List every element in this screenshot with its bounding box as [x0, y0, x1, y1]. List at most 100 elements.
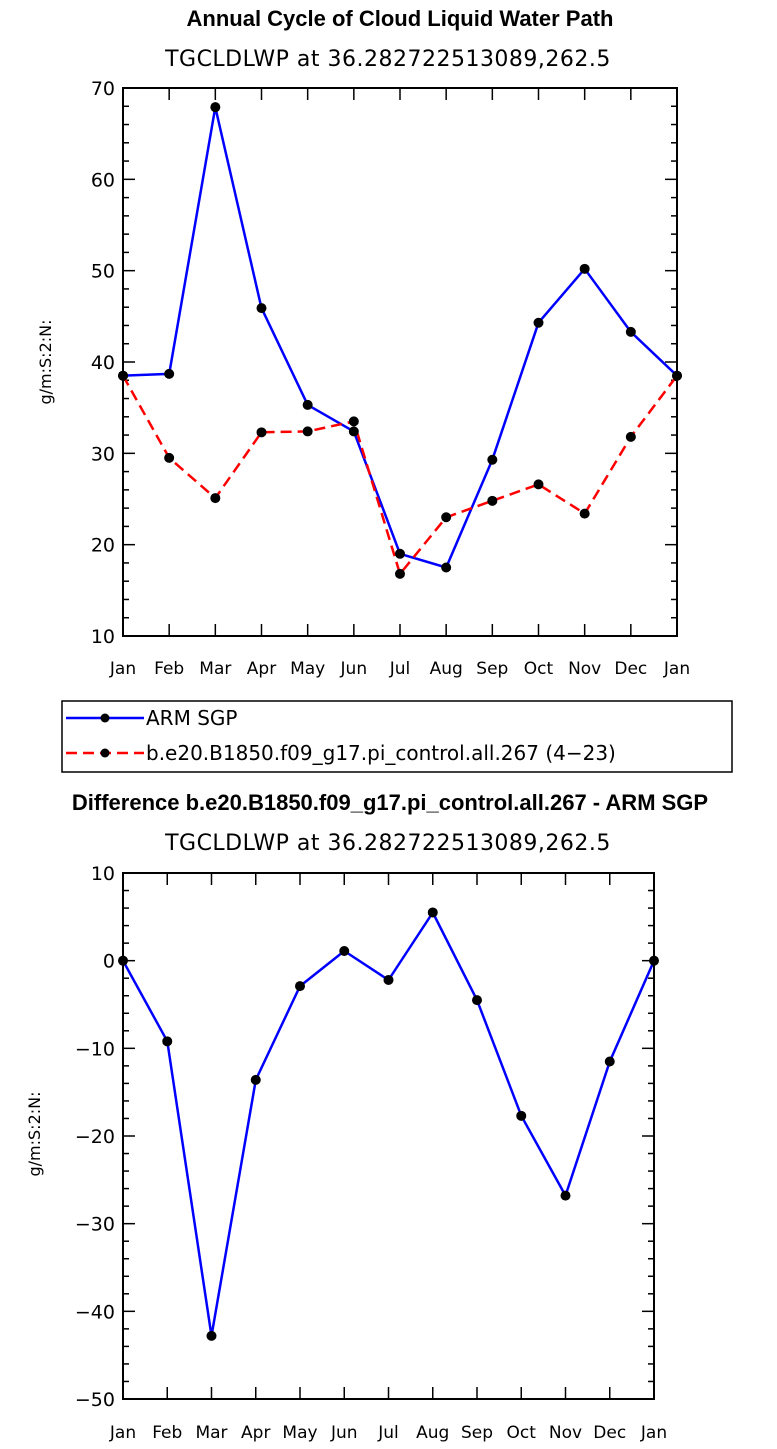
data-point — [579, 508, 590, 519]
data-point — [395, 548, 405, 559]
chart2-ticks — [122, 872, 655, 1400]
x-tick-label: May — [290, 659, 325, 679]
legend-entry-arm-sgp: ARM SGP — [66, 706, 237, 730]
y-tick-label: 40 — [91, 352, 115, 374]
x-tick-label: Sep — [476, 659, 508, 679]
data-point — [472, 995, 482, 1006]
x-tick-label: Aug — [416, 1423, 449, 1443]
x-tick-label: Aug — [430, 659, 463, 679]
data-point — [348, 416, 359, 427]
data-point — [560, 1190, 571, 1201]
x-tick-label: Apr — [247, 659, 276, 679]
y-tick-label: 20 — [91, 535, 115, 557]
x-tick-label: Oct — [524, 659, 554, 679]
data-point — [487, 495, 498, 506]
x-tick-label: Nov — [549, 1423, 582, 1443]
chart-annual-cycle: Annual Cycle of Cloud Liquid Water Path … — [36, 6, 690, 679]
legend-label-arm-sgp: ARM SGP — [146, 706, 237, 730]
data-point — [256, 427, 267, 438]
data-point — [395, 568, 405, 579]
x-tick-label: Feb — [152, 1423, 182, 1443]
legend-label-model: b.e20.B1850.f09_g17.pi_control.all.267 (… — [146, 741, 616, 765]
data-point — [162, 1036, 173, 1047]
y-tick-label: −20 — [75, 1126, 115, 1148]
x-tick-label: Jun — [330, 1423, 358, 1443]
data-point — [604, 1056, 615, 1067]
x-tick-label: Jan — [109, 1423, 136, 1443]
y-tick-label: −10 — [75, 1038, 115, 1060]
data-point — [487, 454, 498, 465]
data-point — [295, 981, 305, 992]
x-tick-label: Oct — [507, 1423, 537, 1443]
y-tick-label: −50 — [75, 1389, 115, 1411]
chart1-plot-frame — [122, 87, 678, 637]
data-point — [441, 562, 452, 573]
x-tick-label: Dec — [593, 1423, 626, 1443]
data-point — [206, 1330, 217, 1341]
chart2-ylabel: g/m:S:2:N: — [25, 1092, 44, 1177]
y-tick-label: 10 — [91, 626, 115, 648]
chart2-series — [118, 907, 659, 1341]
data-point — [441, 512, 452, 523]
y-tick-label: −40 — [75, 1301, 115, 1323]
x-tick-label: Dec — [614, 659, 647, 679]
x-tick-label: Jun — [340, 659, 368, 679]
legend-marker-model — [100, 748, 110, 758]
x-tick-label: Mar — [195, 1423, 227, 1443]
chart2-title: Difference b.e20.B1850.f09_g17.pi_contro… — [72, 790, 708, 815]
data-point — [210, 102, 221, 113]
y-tick-label: 50 — [91, 261, 115, 283]
y-tick-label: −30 — [75, 1214, 115, 1236]
chart1-ylabel: g/m:S:2:N: — [36, 320, 55, 405]
legend-marker-arm-sgp — [100, 713, 110, 723]
data-point — [427, 907, 438, 918]
chart1-subtitle: TGCLDLWP at 36.282722513089,262.5 — [164, 47, 611, 72]
chart1-x-tick-labels: Jan Feb Mar Apr May Jun Jul Aug Sep Oct Nov Dec Jan — [109, 659, 690, 679]
chart-difference: Difference b.e20.B1850.f09_g17.pi_contro… — [25, 790, 708, 1443]
x-tick-label: Apr — [241, 1423, 270, 1443]
series-line-1 — [121, 374, 678, 576]
x-tick-label: Feb — [154, 659, 184, 679]
chart1-legend: ARM SGP b.e20.B1850.f09_g17.pi_control.a… — [61, 700, 733, 773]
data-point — [348, 426, 359, 437]
x-tick-label: Jul — [389, 659, 411, 679]
x-tick-label: Mar — [199, 659, 231, 679]
x-tick-label: May — [282, 1423, 317, 1443]
y-tick-label: 0 — [103, 951, 115, 973]
x-tick-label: Jan — [663, 659, 690, 679]
chart1-title: Annual Cycle of Cloud Liquid Water Path — [187, 6, 614, 31]
data-point — [164, 452, 175, 463]
x-tick-label: Sep — [461, 1423, 493, 1443]
data-point — [533, 317, 544, 328]
y-tick-label: 10 — [91, 863, 115, 885]
data-point — [579, 263, 590, 274]
data-point — [302, 399, 313, 410]
legend-entry-model: b.e20.B1850.f09_g17.pi_control.all.267 (… — [66, 741, 616, 765]
y-tick-label: 60 — [91, 169, 115, 191]
x-tick-label: Jan — [640, 1423, 667, 1443]
data-point — [302, 426, 313, 437]
chart1-series — [118, 102, 682, 579]
data-point — [625, 326, 636, 337]
chart2-plot-frame — [122, 872, 655, 1400]
x-tick-label: Jul — [377, 1423, 399, 1443]
chart2-y-tick-labels: −50 −40 −30 −20 −10 0 10 — [75, 863, 115, 1411]
chart2-x-tick-labels: Jan Feb Mar Apr May Jun Jul Aug Sep Oct Nov Dec Jan — [109, 1423, 667, 1443]
data-point — [339, 946, 350, 957]
y-tick-label: 70 — [91, 78, 115, 100]
data-point — [383, 974, 394, 985]
data-point — [625, 431, 636, 442]
data-point — [256, 303, 267, 314]
data-point — [250, 1074, 261, 1085]
data-point — [533, 479, 544, 490]
legend-box — [61, 700, 733, 773]
data-point — [516, 1110, 527, 1121]
chart1-y-tick-labels: 10 20 30 40 50 60 70 — [91, 78, 115, 648]
data-point — [164, 368, 175, 379]
data-point — [210, 493, 221, 504]
x-tick-label: Jan — [109, 659, 136, 679]
x-tick-label: Nov — [568, 659, 601, 679]
y-tick-label: 30 — [91, 443, 115, 465]
chart2-subtitle: TGCLDLWP at 36.282722513089,262.5 — [164, 831, 611, 856]
